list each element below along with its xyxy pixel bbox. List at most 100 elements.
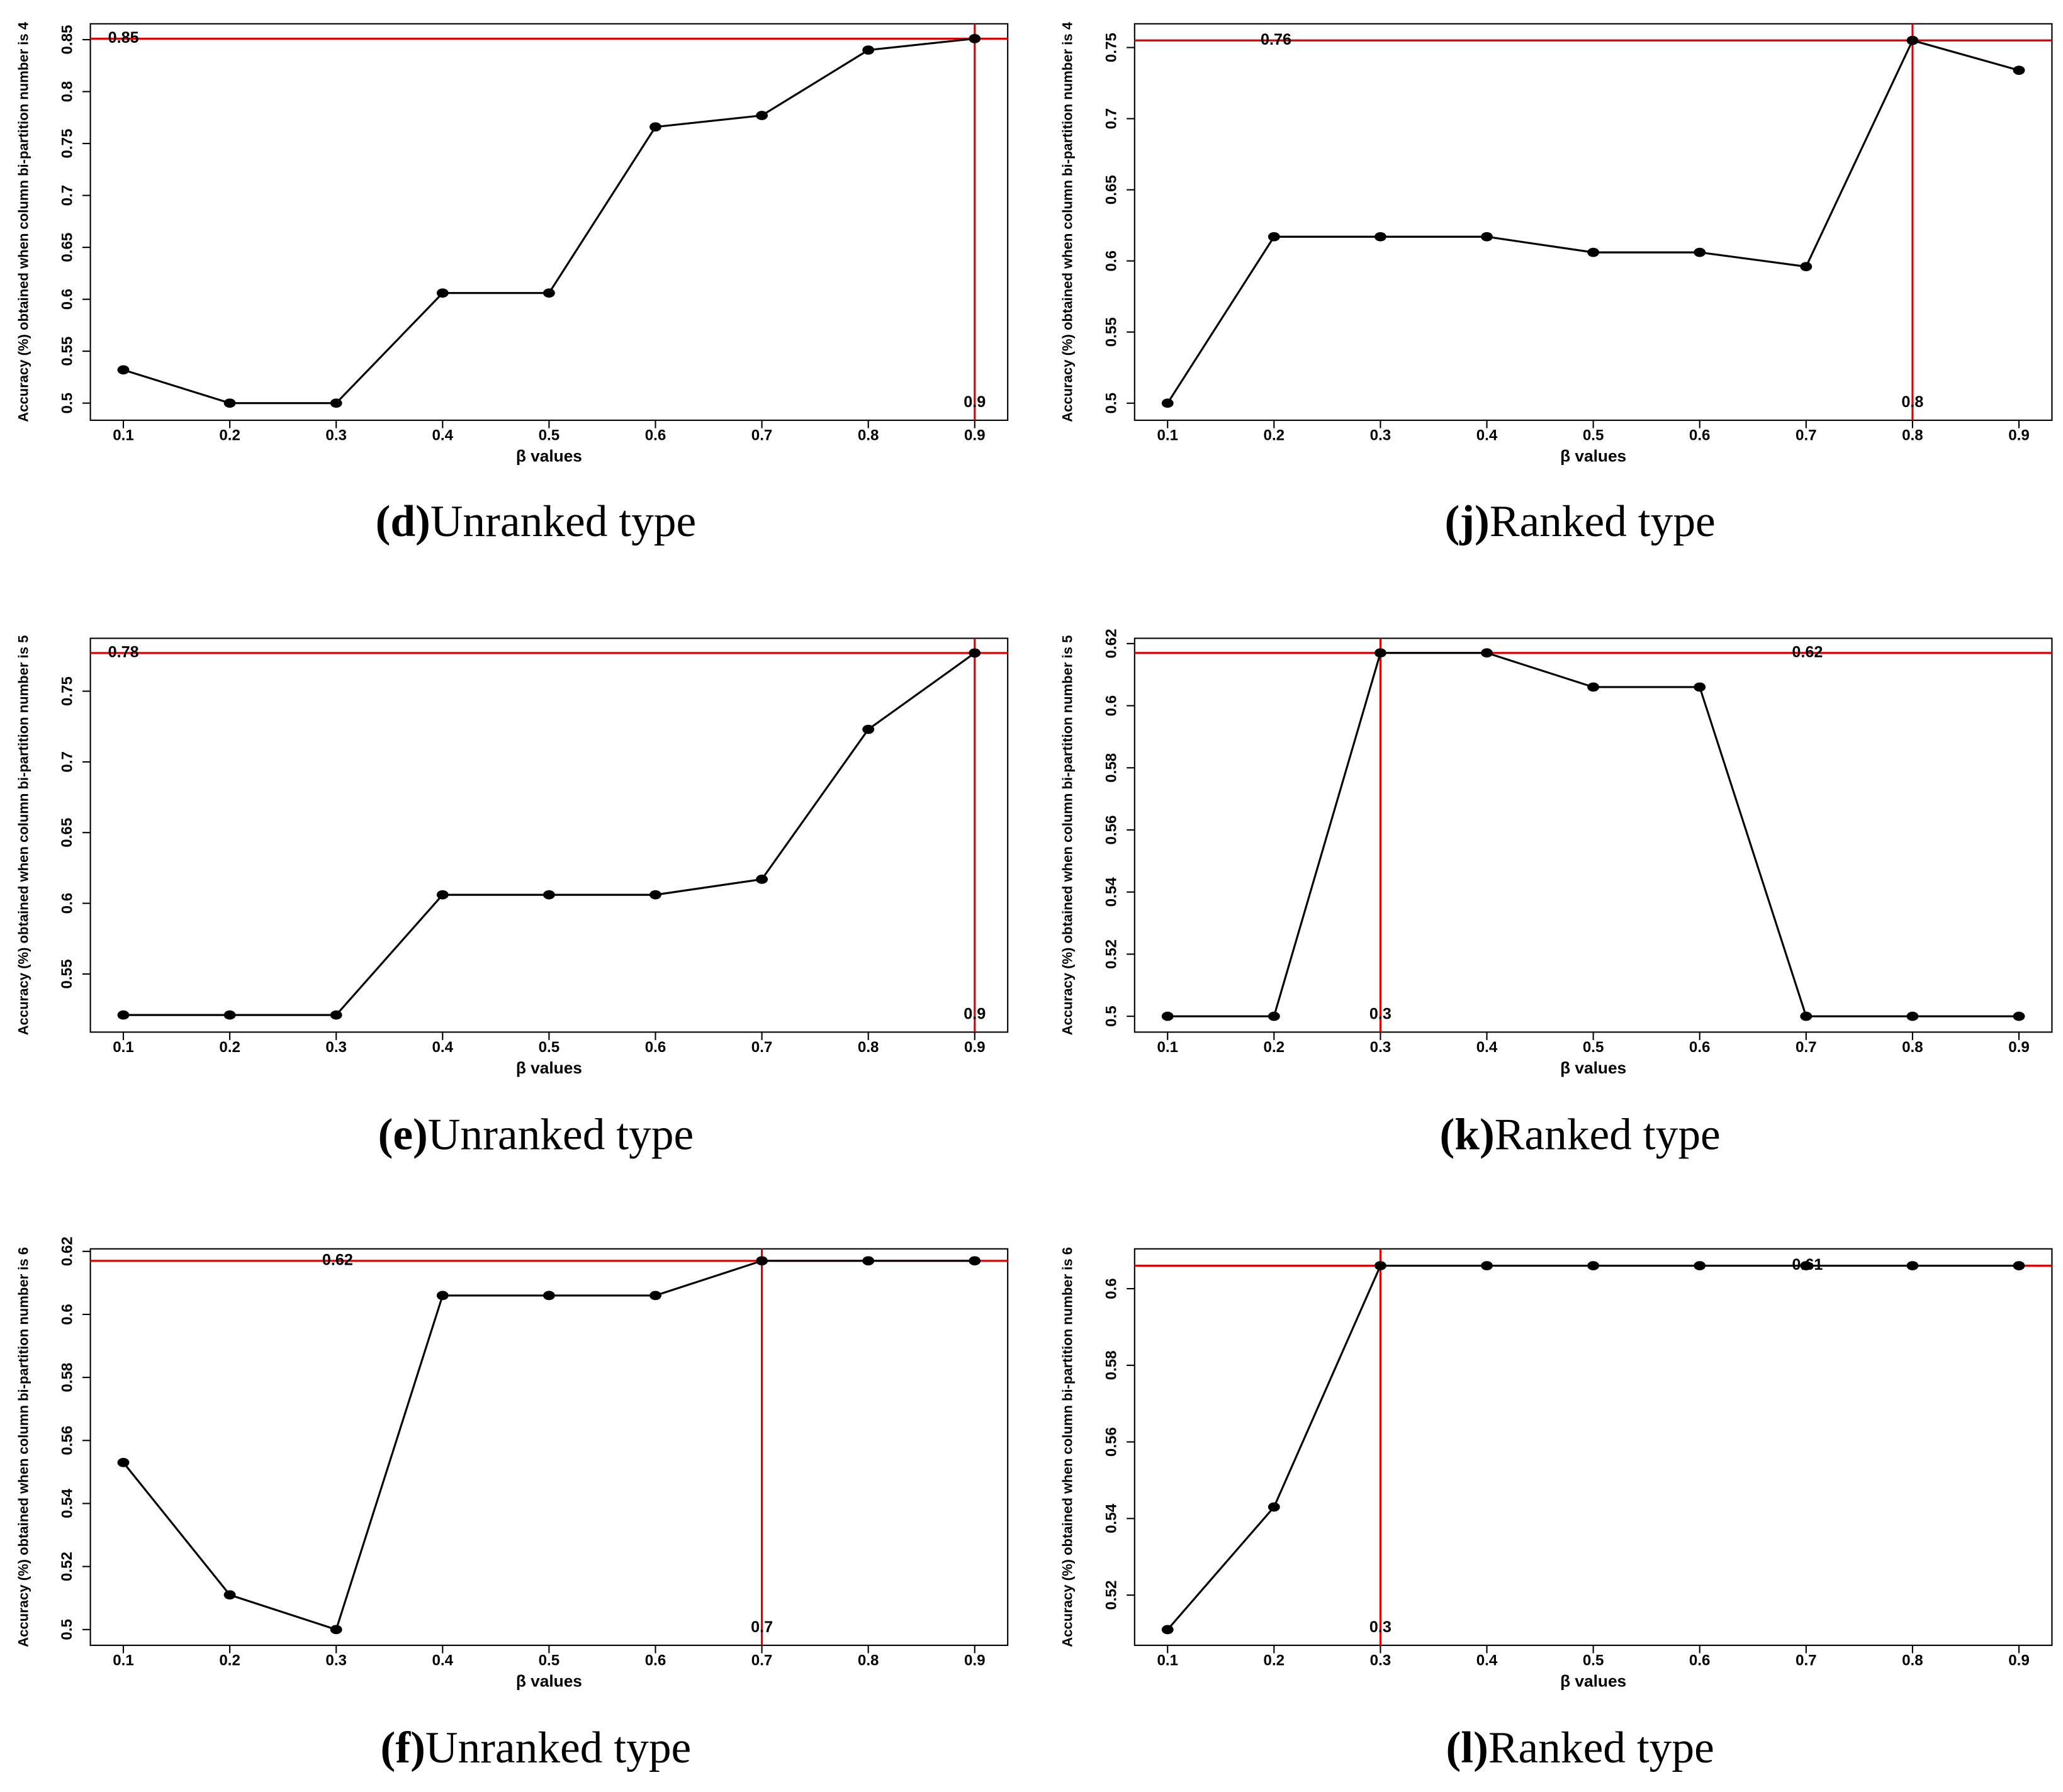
chart-panel: 0.1 0.2 0.3 0.4 0.5 0.6 0.7 0.8 0.9 0.52 0.54 0.56 0… (1060, 1247, 2053, 1772)
data-point (1161, 1011, 1174, 1021)
caption: (k)Ranked type (1440, 1110, 1721, 1160)
x-tick-label: 0.6 (1689, 427, 1711, 444)
data-point (1161, 1625, 1174, 1635)
chart-panel: 0.1 0.2 0.3 0.4 0.5 0.6 0.7 0.8 0.9 0.5 0.55 0.6 0.6… (1060, 21, 2053, 546)
vline-label: 0.8 (1901, 393, 1923, 411)
caption: (d)Unranked type (376, 496, 697, 546)
data-point (1906, 1261, 1919, 1270)
x-tick-label: 0.5 (539, 427, 560, 444)
y-tick-label: 0.55 (59, 959, 76, 988)
y-tick-label: 0.5 (1103, 393, 1120, 414)
data-point (2013, 65, 2025, 76)
y-tick-label: 0.52 (59, 1552, 76, 1581)
x-tick-label: 0.3 (1370, 1039, 1391, 1056)
y-tick-label: 0.5 (1103, 1005, 1120, 1027)
data-point (1587, 1261, 1600, 1270)
x-tick-label: 0.2 (219, 1039, 240, 1056)
vline-label: 0.9 (964, 1005, 986, 1023)
y-tick-label: 0.55 (59, 337, 76, 366)
y-tick-label: 0.6 (59, 289, 76, 310)
data-point (117, 365, 130, 375)
y-tick-label: 0.54 (59, 1488, 76, 1518)
x-axis-label: β values (516, 1672, 582, 1691)
x-tick-label: 0.5 (1583, 1652, 1604, 1669)
x-tick-label: 0.7 (751, 1652, 773, 1669)
data-point (436, 890, 449, 900)
data-point (649, 1291, 661, 1301)
data-point (2013, 1011, 2025, 1021)
x-tick-label: 0.5 (539, 1039, 560, 1056)
chart-panel: 0.1 0.2 0.3 0.4 0.5 0.6 0.7 0.8 0.9 0.5 0.52 0.54 0.… (1060, 629, 2053, 1160)
x-tick-label: 0.4 (1476, 427, 1498, 444)
x-tick-label: 0.1 (1157, 1039, 1178, 1056)
data-line (1166, 39, 2020, 404)
y-tick-label: 0.54 (1103, 877, 1120, 907)
caption: (f)Unranked type (381, 1723, 692, 1772)
y-tick-label: 0.8 (59, 81, 76, 103)
y-tick-label: 0.56 (59, 1426, 76, 1455)
plot-frame (89, 637, 1009, 1033)
data-point (1800, 1261, 1813, 1270)
x-tick-label: 0.8 (858, 1039, 879, 1056)
plot-frame (89, 1248, 1009, 1646)
data-point (1481, 232, 1493, 242)
y-axis-label: Accuracy (%) obtained when column bi-par… (15, 636, 31, 1036)
data-point (1268, 232, 1280, 242)
caption: (l)Ranked type (1446, 1723, 1714, 1772)
x-tick-label: 0.2 (219, 427, 240, 444)
hline-label: 0.61 (1792, 1256, 1823, 1274)
y-tick-label: 0.85 (59, 25, 76, 55)
x-tick-label: 0.3 (325, 1652, 347, 1669)
x-axis-label: β values (1560, 1672, 1626, 1691)
data-point (862, 45, 875, 55)
x-tick-label: 0.6 (1689, 1652, 1711, 1669)
data-line (122, 1260, 975, 1631)
caption-text: Ranked type (1495, 1110, 1721, 1160)
x-tick-label: 0.7 (751, 427, 773, 444)
data-point (1906, 1011, 1919, 1021)
y-tick-label: 0.6 (1103, 1278, 1120, 1299)
y-tick-label: 0.6 (59, 893, 76, 914)
y-tick-label: 0.65 (59, 233, 76, 262)
data-point (862, 1256, 875, 1266)
caption: (j)Ranked type (1444, 496, 1715, 546)
y-tick-label: 0.58 (1103, 1350, 1120, 1380)
data-point (223, 398, 236, 408)
x-tick-label: 0.7 (1796, 1039, 1817, 1056)
data-line (1167, 1264, 2020, 1630)
y-tick-label: 0.7 (59, 751, 76, 773)
chart-panel: 0.1 0.2 0.3 0.4 0.5 0.6 0.7 0.8 0.9 0.55 0.6 0.65 0.… (15, 636, 1009, 1160)
data-point (1161, 398, 1174, 408)
x-axis-label: β values (1560, 447, 1626, 466)
data-point (117, 1458, 130, 1467)
caption-text: Ranked type (1490, 496, 1716, 546)
data-point (330, 1010, 342, 1020)
y-tick-label: 0.75 (1103, 33, 1120, 62)
caption-text: Ranked type (1488, 1723, 1714, 1772)
hline-label: 0.85 (108, 29, 139, 47)
x-tick-label: 0.9 (2008, 1652, 2030, 1669)
data-line (123, 37, 975, 405)
data-point (436, 1291, 449, 1301)
data-point (1587, 247, 1600, 257)
y-tick-label: 0.52 (1103, 1581, 1120, 1610)
x-axis-label: β values (516, 447, 582, 466)
y-tick-label: 0.56 (1103, 1427, 1120, 1457)
x-tick-label: 0.1 (113, 1652, 134, 1669)
caption-letter: (j) (1444, 496, 1489, 546)
y-tick-label: 0.52 (1103, 939, 1120, 969)
data-line (1167, 652, 2020, 1017)
hline-label: 0.76 (1261, 31, 1291, 48)
x-tick-label: 0.4 (432, 1039, 454, 1056)
data-point (330, 398, 342, 408)
data-point (649, 122, 661, 132)
x-tick-label: 0.3 (325, 1039, 347, 1056)
x-tick-label: 0.8 (858, 1652, 879, 1669)
caption-letter: (f) (381, 1723, 425, 1772)
x-tick-label: 0.2 (1264, 427, 1285, 444)
plot-frame (1133, 23, 2053, 421)
data-point (2013, 1261, 2025, 1270)
y-tick-label: 0.7 (1103, 108, 1120, 130)
data-point (542, 1291, 555, 1301)
data-point (969, 1256, 981, 1266)
